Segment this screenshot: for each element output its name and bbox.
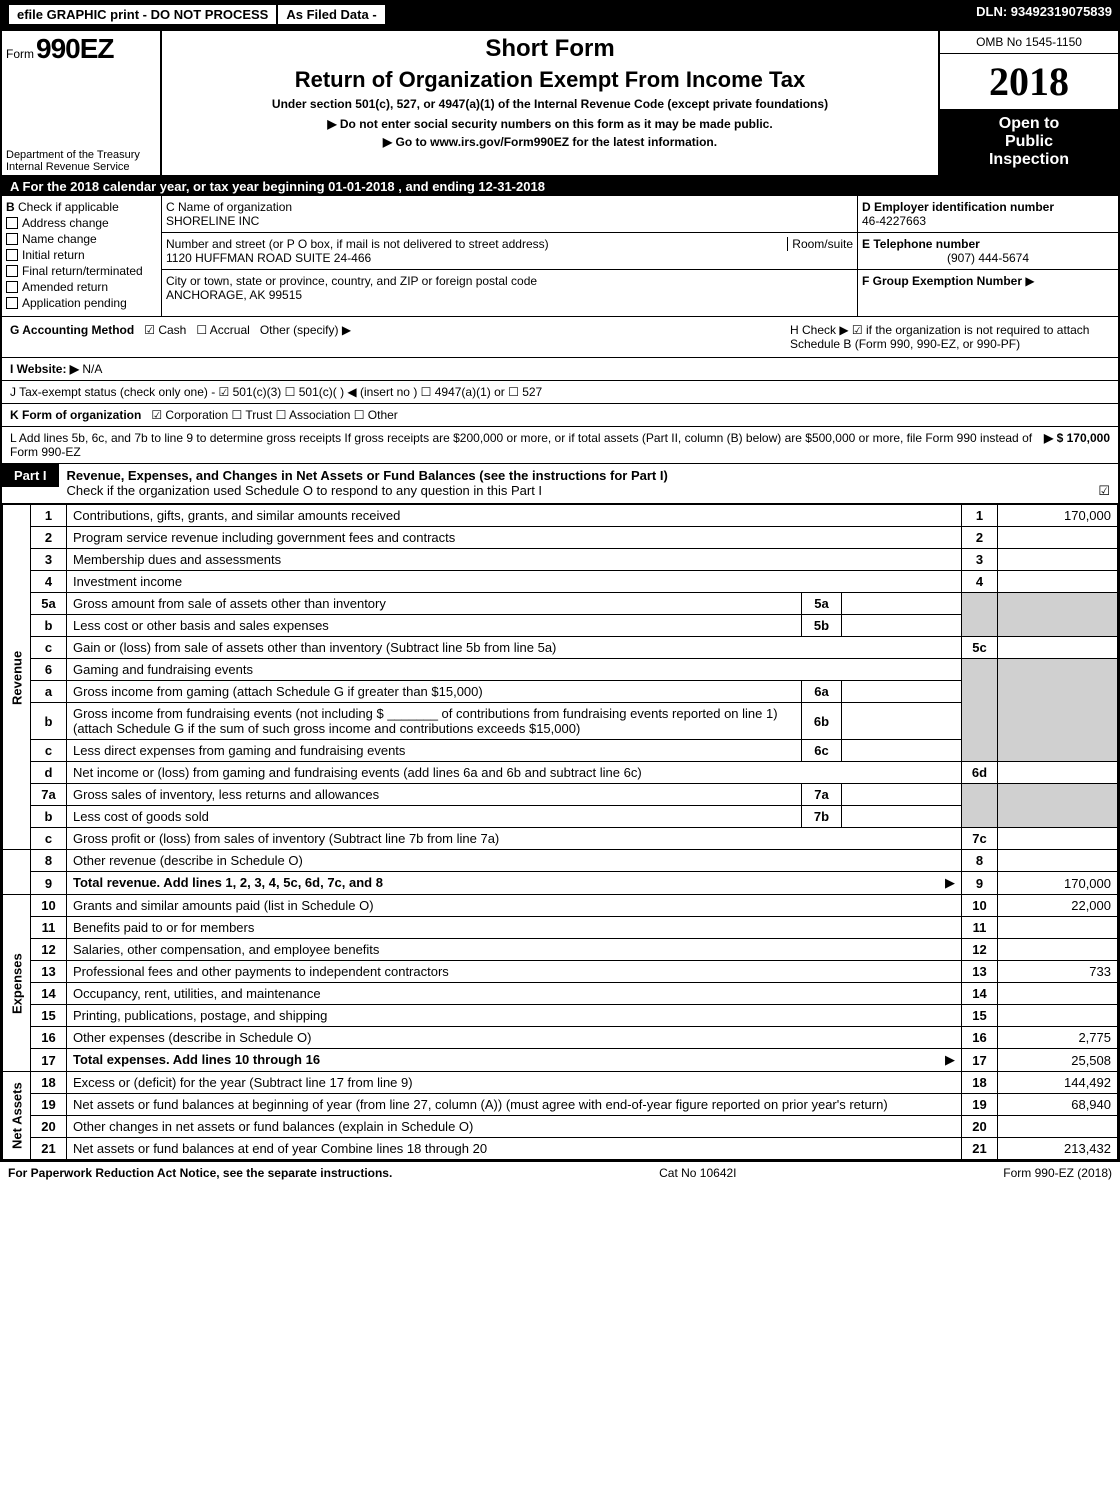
form-header: Form 990EZ Department of the Treasury In… [2,31,1118,177]
part1-checked: ☑ [1098,483,1110,499]
section-bcdef: B Check if applicable Address change Nam… [2,196,1118,317]
accounting-cash: ☑ Cash [144,323,186,337]
cb-amended-return[interactable] [6,281,18,293]
val-1: 170,000 [998,505,1118,527]
val-5b [842,615,962,637]
subtitle: Under section 501(c), 527, or 4947(a)(1)… [172,97,928,111]
val-20 [998,1116,1118,1138]
cb-application-pending[interactable] [6,297,18,309]
accounting-accrual: ☐ Accrual [196,323,249,337]
phone-value: (907) 444-5674 [862,251,1114,265]
section-gh: G Accounting Method ☑ Cash ☐ Accrual Oth… [2,317,1118,358]
city-label: City or town, state or province, country… [166,274,853,288]
val-21: 213,432 [998,1138,1118,1160]
sidebar-netassets: Net Assets [3,1072,31,1160]
val-6d [998,762,1118,784]
return-title: Return of Organization Exempt From Incom… [172,67,928,93]
form-container: Form 990EZ Department of the Treasury In… [0,29,1120,1162]
val-5a [842,593,962,615]
val-18: 144,492 [998,1072,1118,1094]
cb-address-change[interactable] [6,217,18,229]
efile-label: efile GRAPHIC print - DO NOT PROCESS [8,4,277,25]
part1-title: Revenue, Expenses, and Changes in Net As… [67,468,668,483]
val-8 [998,850,1118,872]
val-11 [998,917,1118,939]
section-j: J Tax-exempt status (check only one) - ☑… [2,381,1118,404]
val-6a [842,681,962,703]
section-i: I Website: ▶ N/A [2,358,1118,381]
dln: DLN: 93492319075839 [976,4,1112,25]
val-5c [998,637,1118,659]
section-def: D Employer identification number 46-4227… [858,196,1118,316]
val-10: 22,000 [998,895,1118,917]
val-15 [998,1005,1118,1027]
section-k: K Form of organization ☑ Corporation ☐ T… [2,404,1118,427]
page-footer: For Paperwork Reduction Act Notice, see … [0,1162,1120,1184]
instr-ssn: Do not enter social security numbers on … [172,117,928,131]
ein-label: D Employer identification number [862,200,1114,214]
section-c: C Name of organization SHORELINE INC Num… [162,196,858,316]
addr: 1120 HUFFMAN ROAD SUITE 24-466 [166,251,853,265]
room-label: Room/suite [787,237,853,251]
val-14 [998,983,1118,1005]
cb-initial-return[interactable] [6,249,18,261]
dept-irs: Internal Revenue Service [6,161,156,173]
part1-table: Revenue 1 Contributions, gifts, grants, … [2,504,1118,1160]
group-exempt-label: F Group Exemption Number [862,274,1022,288]
val-6c [842,740,962,762]
footer-right: Form 990-EZ (2018) [1003,1166,1112,1180]
section-b: B Check if applicable Address change Nam… [2,196,162,316]
section-l: L Add lines 5b, 6c, and 7b to line 9 to … [2,427,1118,464]
ein-value: 46-4227663 [862,214,1114,228]
instr-url: Go to www.irs.gov/Form990EZ for the late… [172,135,928,149]
val-13: 733 [998,961,1118,983]
group-exempt-arrow: ▶ [1025,274,1034,288]
cb-final-return[interactable] [6,265,18,277]
sidebar-expenses: Expenses [3,895,31,1072]
val-3 [998,549,1118,571]
asfiled-label: As Filed Data - [277,4,385,25]
val-2 [998,527,1118,549]
phone-label: E Telephone number [862,237,1114,251]
val-7a [842,784,962,806]
form-number: 990EZ [36,33,114,65]
part1-header: Part I Revenue, Expenses, and Changes in… [2,464,1118,504]
city: ANCHORAGE, AK 99515 [166,288,853,302]
val-17: 25,508 [998,1049,1118,1072]
omb-number: OMB No 1545-1150 [940,31,1118,54]
tax-year: 2018 [940,54,1118,109]
footer-center: Cat No 10642I [659,1166,736,1180]
accounting-label: G Accounting Method [10,323,134,337]
addr-label: Number and street (or P O box, if mail i… [166,237,549,251]
accounting-other: Other (specify) ▶ [260,323,351,337]
val-19: 68,940 [998,1094,1118,1116]
form-prefix: Form [6,47,34,61]
cb-name-change[interactable] [6,233,18,245]
short-form-title: Short Form [172,35,928,63]
row-a-tax-year: A For the 2018 calendar year, or tax yea… [2,177,1118,196]
org-name-label: C Name of organization [166,200,853,214]
org-name: SHORELINE INC [166,214,853,228]
open-to-public: Open to Public Inspection [940,109,1118,175]
section-h: H Check ▶ ☑ if the organization is not r… [790,323,1110,351]
val-4 [998,571,1118,593]
part1-check-text: Check if the organization used Schedule … [67,483,543,498]
val-7c [998,828,1118,850]
val-16: 2,775 [998,1027,1118,1049]
val-7b [842,806,962,828]
val-9: 170,000 [998,872,1118,895]
dept-treasury: Department of the Treasury [6,149,156,161]
part1-label: Part I [2,464,59,487]
footer-left: For Paperwork Reduction Act Notice, see … [8,1166,392,1180]
topbar: efile GRAPHIC print - DO NOT PROCESS As … [0,0,1120,29]
sidebar-revenue: Revenue [3,505,31,850]
val-12 [998,939,1118,961]
val-6b [842,703,962,740]
